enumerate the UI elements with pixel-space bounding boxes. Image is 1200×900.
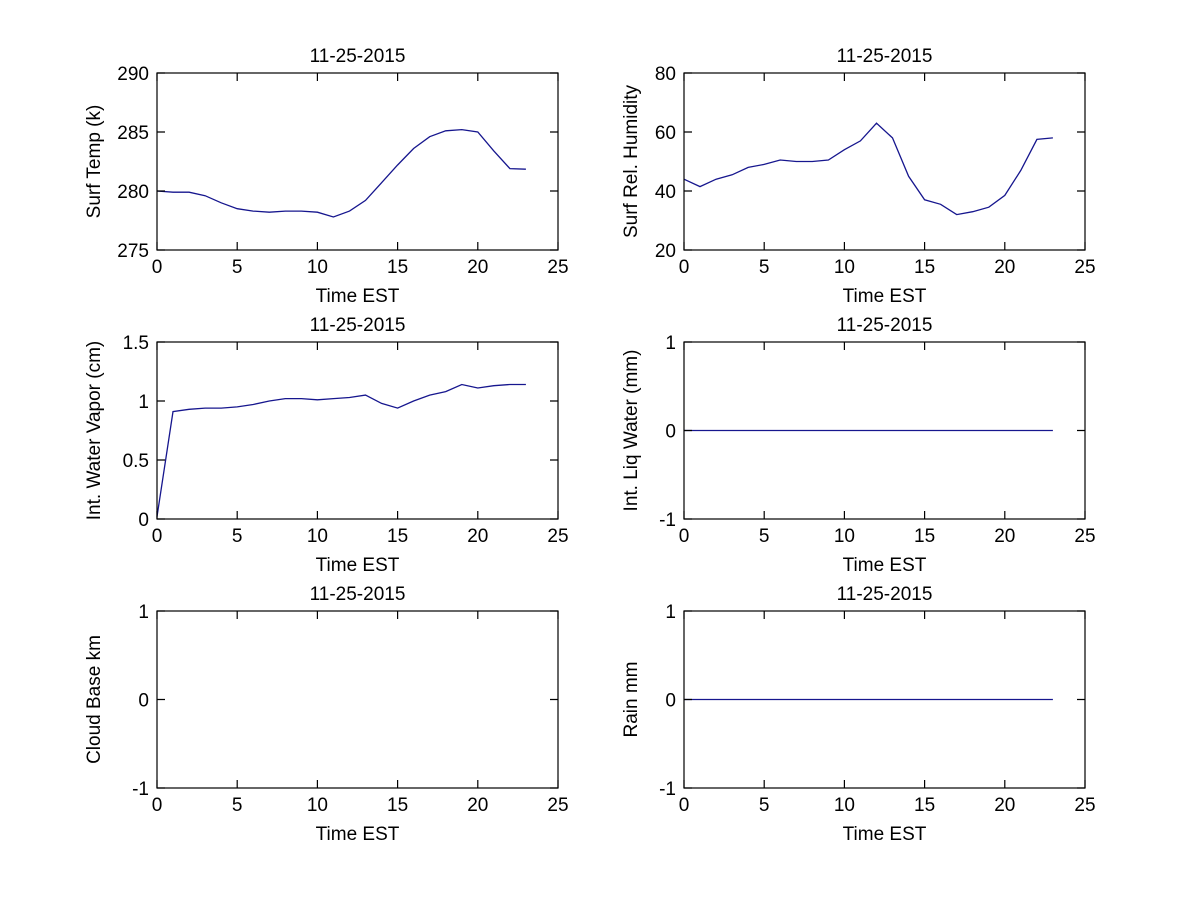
x-axis-label: Time EST xyxy=(843,555,927,576)
x-axis-label: Time EST xyxy=(316,555,400,576)
y-tick-label: 0 xyxy=(138,691,149,712)
y-tick-label: 0 xyxy=(665,691,676,712)
x-tick-label: 5 xyxy=(759,526,770,547)
x-axis-label: Time EST xyxy=(843,286,927,307)
subplot-title: 11-25-2015 xyxy=(837,315,933,336)
int-water-vapor-data-line xyxy=(156,383,526,517)
x-tick-label: 25 xyxy=(547,526,568,547)
x-tick-label: 25 xyxy=(1074,526,1095,547)
x-tick-label: 10 xyxy=(834,795,855,816)
y-axis-label: Int. Liq Water (mm) xyxy=(621,350,642,512)
axes-box xyxy=(156,610,559,789)
y-axis-label: Int. Water Vapor (cm) xyxy=(84,341,105,520)
y-tick-label: 280 xyxy=(117,182,149,203)
x-tick-label: 25 xyxy=(1074,795,1095,816)
x-tick-label: 20 xyxy=(467,526,488,547)
x-tick-label: 0 xyxy=(679,526,690,547)
x-tick-label: 20 xyxy=(467,257,488,278)
axes-box xyxy=(156,341,559,520)
subplot-title: 11-25-2015 xyxy=(310,315,406,336)
x-tick-label: 0 xyxy=(152,795,163,816)
x-tick-label: 25 xyxy=(547,257,568,278)
surf-rel-humidity-data-line xyxy=(683,122,1053,216)
y-tick-label: 1 xyxy=(138,392,149,413)
x-tick-label: 15 xyxy=(914,526,935,547)
y-tick-label: 1 xyxy=(138,602,149,623)
x-tick-label: 10 xyxy=(307,526,328,547)
y-tick-label: 0.5 xyxy=(123,451,149,472)
y-axis-label: Surf Rel. Humidity xyxy=(621,84,642,238)
x-tick-label: 10 xyxy=(307,257,328,278)
x-tick-label: 25 xyxy=(547,795,568,816)
x-tick-label: 5 xyxy=(232,257,243,278)
x-tick-label: 5 xyxy=(232,795,243,816)
y-tick-label: 1.5 xyxy=(123,333,149,354)
y-tick-label: 1 xyxy=(665,333,676,354)
x-axis-label: Time EST xyxy=(316,824,400,845)
subplot-title: 11-25-2015 xyxy=(837,584,933,605)
y-tick-label: 80 xyxy=(655,64,676,85)
y-tick-label: -1 xyxy=(659,779,676,800)
tick-marks xyxy=(156,610,559,789)
y-tick-label: -1 xyxy=(659,510,676,531)
tick-marks xyxy=(156,72,559,251)
subplot-surf-rel-humidity: 11-25-2015 0 5 10 15 20 25 20 40 60 80 Time EST Surf… xyxy=(621,46,1096,307)
x-tick-label: 20 xyxy=(467,795,488,816)
x-tick-label: 5 xyxy=(759,257,770,278)
y-tick-label: 275 xyxy=(117,241,149,262)
x-axis-label: Time EST xyxy=(316,286,400,307)
axes-box xyxy=(156,72,559,251)
subplot-int-water-vapor: 11-25-2015 0 5 10 15 20 25 0 0.5 1 1.5 Time EST Int.… xyxy=(84,315,569,576)
x-tick-label: 0 xyxy=(679,257,690,278)
subplot-title: 11-25-2015 xyxy=(837,46,933,67)
x-tick-label: 10 xyxy=(834,257,855,278)
subplot-title: 11-25-2015 xyxy=(310,46,406,67)
y-tick-label: 20 xyxy=(655,241,676,262)
x-tick-label: 20 xyxy=(994,526,1015,547)
x-tick-label: 20 xyxy=(994,795,1015,816)
x-tick-label: 15 xyxy=(387,526,408,547)
x-tick-label: 15 xyxy=(914,795,935,816)
subplot-surf-temp: 11-25-2015 0 5 10 15 20 25 275 280 285 290 Time EST… xyxy=(84,46,569,307)
y-axis-label: Surf Temp (k) xyxy=(84,105,105,219)
x-tick-label: 15 xyxy=(387,257,408,278)
surf-temp-data-line xyxy=(156,128,526,218)
y-tick-label: 40 xyxy=(655,182,676,203)
y-axis-label: Rain mm xyxy=(621,661,642,737)
tick-marks xyxy=(683,341,1086,520)
x-tick-label: 0 xyxy=(679,795,690,816)
y-tick-label: 0 xyxy=(665,422,676,443)
subplot-title: 11-25-2015 xyxy=(310,584,406,605)
axes-box xyxy=(683,72,1086,251)
y-tick-label: 0 xyxy=(138,510,149,531)
y-tick-label: 285 xyxy=(117,123,149,144)
y-tick-label: -1 xyxy=(132,779,149,800)
x-tick-label: 0 xyxy=(152,257,163,278)
x-tick-label: 0 xyxy=(152,526,163,547)
x-tick-label: 10 xyxy=(307,795,328,816)
tick-marks xyxy=(683,72,1086,251)
x-tick-label: 15 xyxy=(914,257,935,278)
tick-marks xyxy=(156,341,559,520)
x-tick-label: 5 xyxy=(759,795,770,816)
y-tick-label: 60 xyxy=(655,123,676,144)
x-tick-label: 15 xyxy=(387,795,408,816)
x-axis-label: Time EST xyxy=(843,824,927,845)
x-tick-label: 10 xyxy=(834,526,855,547)
y-axis-label: Cloud Base km xyxy=(84,635,105,764)
tick-marks xyxy=(683,610,1086,789)
x-tick-label: 5 xyxy=(232,526,243,547)
y-tick-label: 1 xyxy=(665,602,676,623)
x-tick-label: 20 xyxy=(994,257,1015,278)
y-tick-label: 290 xyxy=(117,64,149,85)
x-tick-label: 25 xyxy=(1074,257,1095,278)
